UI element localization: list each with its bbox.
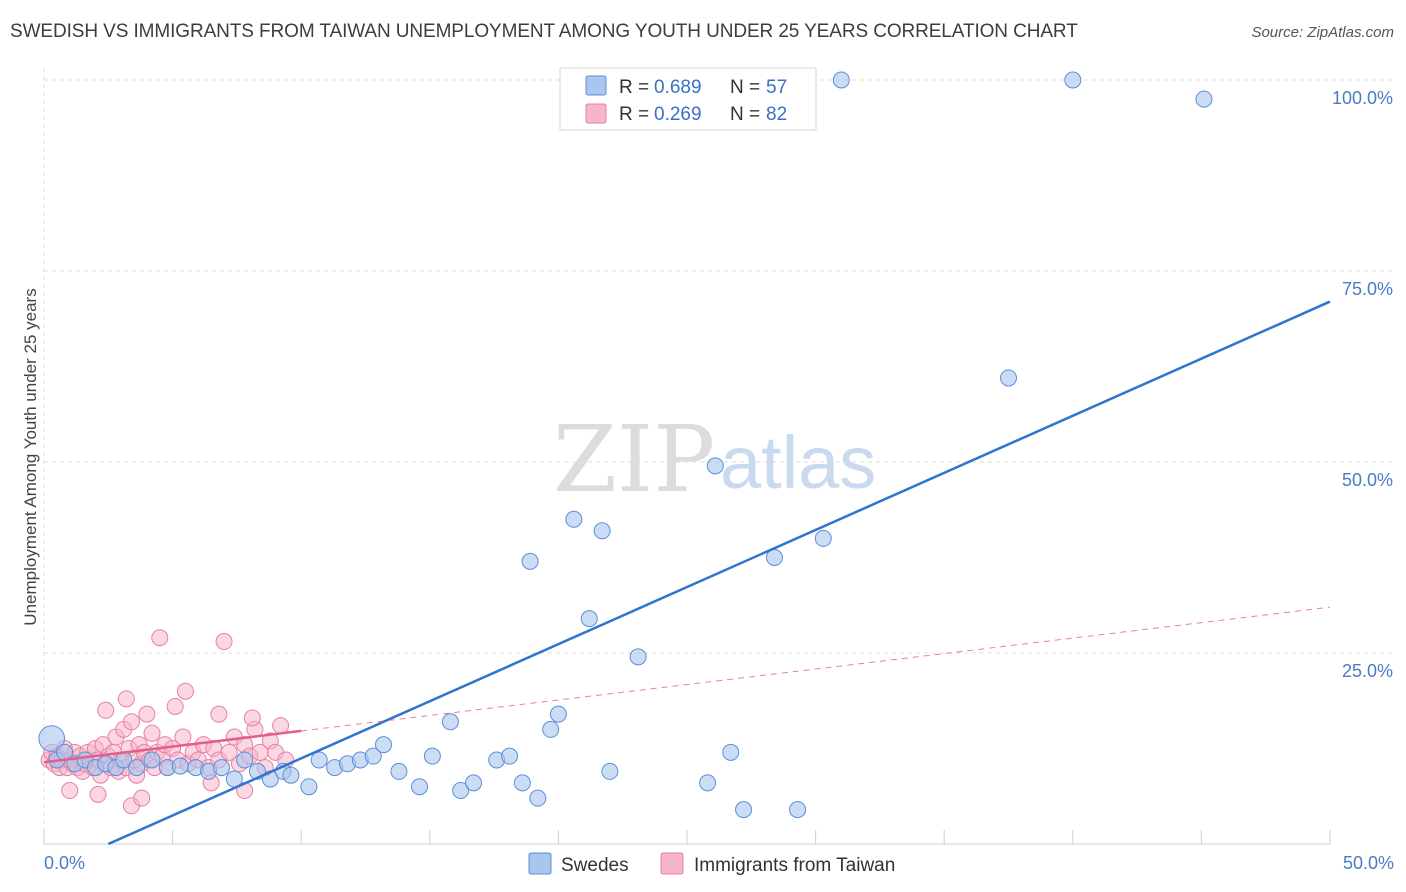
taiwan-point: [138, 705, 156, 723]
swedes-point: [143, 751, 161, 769]
taiwan-point: [243, 709, 261, 727]
swedes-point: [814, 529, 832, 547]
swedes-point: [300, 778, 318, 796]
taiwan-point: [166, 697, 184, 715]
taiwan-point: [215, 633, 233, 651]
taiwan-trendline: [43, 729, 302, 764]
swedes-point: [423, 747, 441, 765]
swedes-series: [38, 71, 1213, 819]
swedes-point: [452, 782, 470, 800]
swedes-point: [549, 705, 567, 723]
legend-r-value-1: 0.689: [654, 77, 702, 98]
swedes-point: [1195, 90, 1213, 108]
swedes-point: [629, 648, 647, 666]
taiwan-point: [122, 713, 140, 731]
swedes-point: [722, 743, 740, 761]
swedes-point: [364, 747, 382, 765]
watermark-zip: ZIP: [553, 406, 715, 513]
swedes-point: [128, 759, 146, 777]
swedes-point: [735, 801, 753, 819]
swedes-point: [441, 713, 459, 731]
bottom-legend-taiwan: Immigrants from Taiwan: [694, 855, 895, 876]
swedes-point: [282, 766, 300, 784]
bottom-legend-swedes: Swedes: [561, 855, 629, 876]
y-tick-label-2: 75.0%: [1342, 279, 1393, 299]
trendlines: [43, 300, 1331, 846]
swedes-point: [542, 720, 560, 738]
swedes-point: [212, 759, 230, 777]
swedes-point: [310, 751, 328, 769]
legend-r-label-1: R =: [619, 77, 649, 98]
legend-r-value-2: 0.269: [654, 104, 702, 125]
bottom-legend-swatch-swedes: [528, 852, 552, 875]
y-axis-label: Unemployment Among Youth under 25 years: [21, 288, 40, 625]
bottom-legend: Swedes Immigrants from Taiwan: [528, 852, 895, 876]
swedes-point: [580, 610, 598, 628]
chart-title: SWEDISH VS IMMIGRANTS FROM TAIWAN UNEMPL…: [10, 21, 1078, 42]
swedes-point: [465, 774, 483, 792]
taiwan-trendline-extension: [301, 606, 1331, 732]
legend-n-value-2: 82: [766, 104, 787, 125]
swedes-point: [1000, 369, 1017, 387]
taiwan-series: [40, 629, 295, 815]
swedes-point: [375, 736, 393, 754]
swedes-point: [411, 778, 429, 796]
taiwan-point: [174, 728, 192, 746]
gridlines: [43, 68, 1392, 844]
x-ticks: 0.0% 50.0%: [43, 830, 1394, 873]
swedes-point: [601, 762, 619, 780]
swedes-point: [789, 801, 807, 819]
legend-swatch-swedes: [585, 75, 607, 96]
y-tick-label-1: 50.0%: [1342, 470, 1393, 490]
y-tick-labels: 25.0% 50.0% 75.0% 100.0%: [1332, 88, 1393, 681]
top-legend: R = 0.689 N = 57 R = 0.269 N = 82: [559, 67, 817, 131]
swedes-point: [501, 747, 519, 765]
swedes-point: [171, 757, 189, 775]
legend-n-label-2: N =: [730, 104, 760, 125]
taiwan-point: [272, 717, 290, 735]
x-tick-label-0: 0.0%: [44, 853, 85, 873]
watermark-atlas: atlas: [720, 421, 876, 504]
taiwan-point: [143, 724, 161, 742]
taiwan-point: [176, 682, 194, 700]
legend-n-label-1: N =: [730, 77, 760, 98]
y-tick-label-0: 25.0%: [1342, 661, 1393, 681]
x-tick-label-1: 50.0%: [1343, 853, 1394, 873]
swedes-point: [699, 774, 717, 792]
taiwan-point: [220, 743, 238, 761]
swedes-point: [1064, 71, 1082, 89]
y-tick-label-3: 100.0%: [1332, 88, 1393, 108]
swedes-point: [236, 751, 254, 769]
taiwan-point: [151, 629, 169, 647]
taiwan-point: [97, 701, 115, 719]
chart-source: Source: ZipAtlas.com: [1251, 24, 1394, 41]
swedes-point: [565, 510, 583, 528]
taiwan-point: [89, 785, 107, 803]
legend-n-value-1: 57: [766, 77, 787, 98]
watermark: ZIP atlas: [553, 406, 876, 513]
bottom-legend-swatch-taiwan: [660, 852, 684, 875]
swedes-point: [832, 71, 850, 89]
swedes-point: [529, 789, 547, 807]
swedes-point: [513, 774, 531, 792]
swedes-point: [521, 552, 539, 570]
taiwan-point: [133, 789, 151, 807]
taiwan-point: [210, 705, 228, 723]
swedes-point: [38, 725, 66, 752]
swedes-trendline: [107, 300, 1331, 846]
swedes-point: [593, 522, 611, 540]
swedes-point: [706, 457, 724, 475]
taiwan-point: [117, 690, 135, 708]
taiwan-point: [61, 782, 79, 800]
legend-swatch-taiwan: [585, 103, 607, 124]
legend-r-label-2: R =: [619, 104, 649, 125]
swedes-point: [390, 762, 408, 780]
